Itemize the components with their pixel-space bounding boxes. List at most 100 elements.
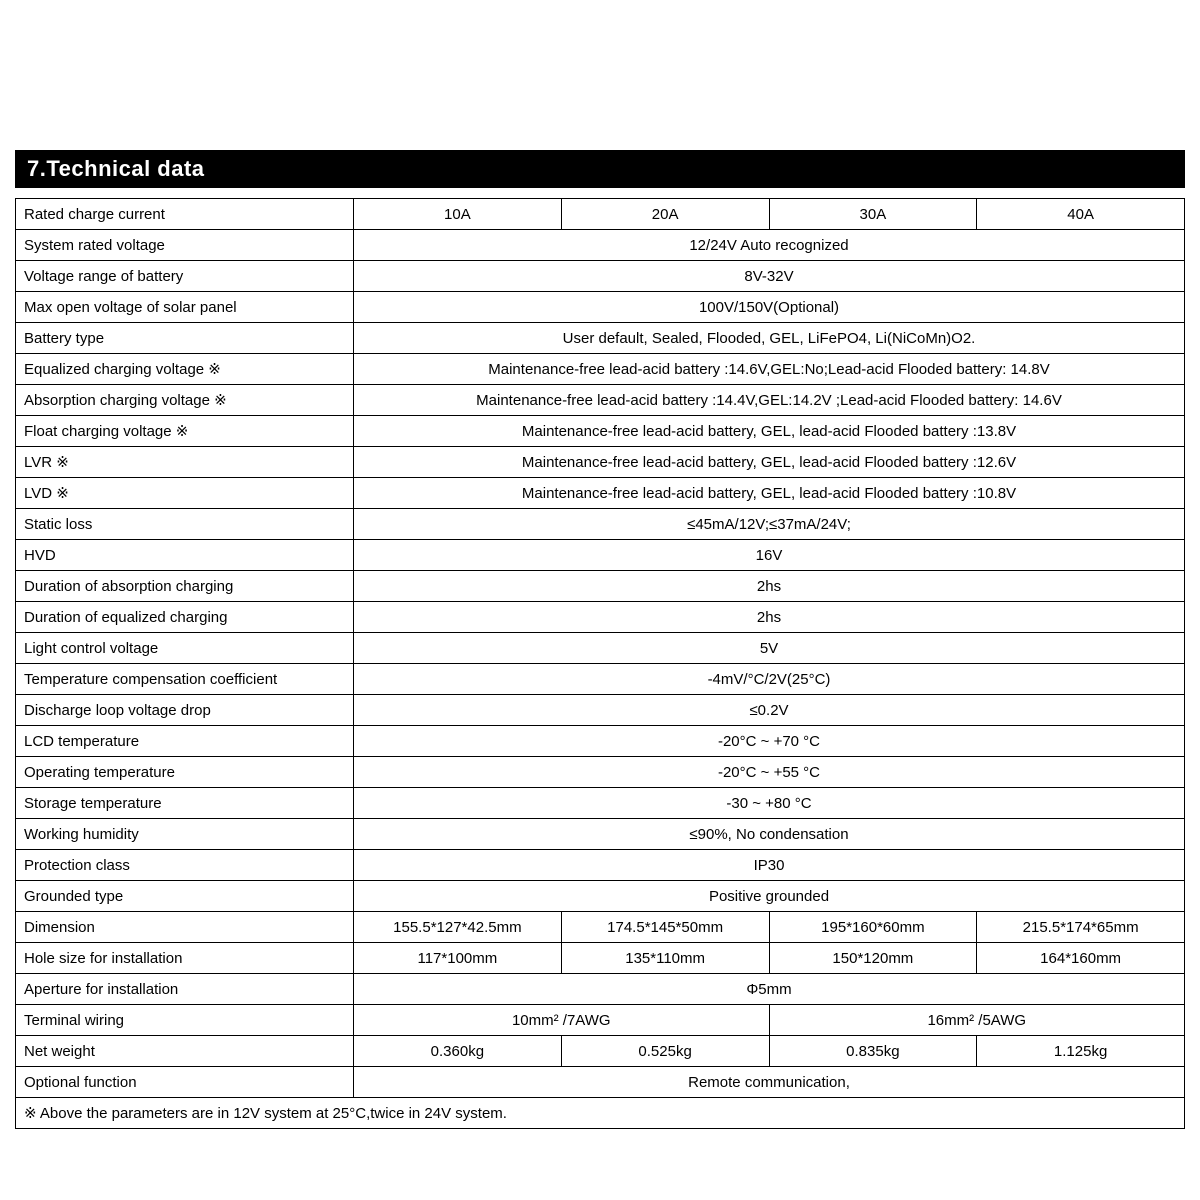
row-label: Light control voltage xyxy=(16,633,354,664)
row-value: 12/24V Auto recognized xyxy=(354,230,1185,261)
technical-data-table: Rated charge current10A20A30A40ASystem r… xyxy=(15,198,1185,1129)
row-label: Max open voltage of solar panel xyxy=(16,292,354,323)
row-label: Aperture for installation xyxy=(16,974,354,1005)
row-value: 10A xyxy=(354,199,562,230)
row-label: Equalized charging voltage ※ xyxy=(16,354,354,385)
table-row: Rated charge current10A20A30A40A xyxy=(16,199,1185,230)
row-label: Battery type xyxy=(16,323,354,354)
row-label: Dimension xyxy=(16,912,354,943)
row-value: 1.125kg xyxy=(977,1036,1185,1067)
table-row: HVD16V xyxy=(16,540,1185,571)
row-value: Maintenance-free lead-acid battery, GEL,… xyxy=(354,478,1185,509)
row-value: 16mm² /5AWG xyxy=(769,1005,1185,1036)
table-row: Working humidity≤90%, No condensation xyxy=(16,819,1185,850)
row-value: ≤0.2V xyxy=(354,695,1185,726)
table-row: Terminal wiring10mm² /7AWG16mm² /5AWG xyxy=(16,1005,1185,1036)
row-value: 100V/150V(Optional) xyxy=(354,292,1185,323)
table-row: Light control voltage5V xyxy=(16,633,1185,664)
row-label: Hole size for installation xyxy=(16,943,354,974)
row-value: ≤90%, No condensation xyxy=(354,819,1185,850)
table-row: Dimension155.5*127*42.5mm174.5*145*50mm1… xyxy=(16,912,1185,943)
table-row: Grounded typePositive grounded xyxy=(16,881,1185,912)
row-value: 16V xyxy=(354,540,1185,571)
table-row: Temperature compensation coefficient-4mV… xyxy=(16,664,1185,695)
table-row: Net weight0.360kg0.525kg0.835kg1.125kg xyxy=(16,1036,1185,1067)
table-row: Storage temperature-30 ~ +80 °C xyxy=(16,788,1185,819)
row-label: Operating temperature xyxy=(16,757,354,788)
row-value: 30A xyxy=(769,199,977,230)
table-row: Optional functionRemote communication, xyxy=(16,1067,1185,1098)
row-value: 215.5*174*65mm xyxy=(977,912,1185,943)
row-label: Terminal wiring xyxy=(16,1005,354,1036)
table-row: System rated voltage12/24V Auto recogniz… xyxy=(16,230,1185,261)
row-value: 164*160mm xyxy=(977,943,1185,974)
row-label: Float charging voltage ※ xyxy=(16,416,354,447)
table-row: LVR ※Maintenance-free lead-acid battery,… xyxy=(16,447,1185,478)
table-row: LVD ※Maintenance-free lead-acid battery,… xyxy=(16,478,1185,509)
row-label: Discharge loop voltage drop xyxy=(16,695,354,726)
row-value: 174.5*145*50mm xyxy=(561,912,769,943)
row-value: 195*160*60mm xyxy=(769,912,977,943)
row-label: Voltage range of battery xyxy=(16,261,354,292)
row-label: Duration of absorption charging xyxy=(16,571,354,602)
row-label: Rated charge current xyxy=(16,199,354,230)
row-value: 155.5*127*42.5mm xyxy=(354,912,562,943)
row-value: 5V xyxy=(354,633,1185,664)
table-row: Max open voltage of solar panel100V/150V… xyxy=(16,292,1185,323)
row-label: Absorption charging voltage ※ xyxy=(16,385,354,416)
row-label: Optional function xyxy=(16,1067,354,1098)
row-label: Temperature compensation coefficient xyxy=(16,664,354,695)
row-value: -4mV/°C/2V(25°C) xyxy=(354,664,1185,695)
row-value: 2hs xyxy=(354,602,1185,633)
row-label: LVR ※ xyxy=(16,447,354,478)
row-value: -30 ~ +80 °C xyxy=(354,788,1185,819)
row-label: Working humidity xyxy=(16,819,354,850)
row-value: Φ5mm xyxy=(354,974,1185,1005)
row-value: 135*110mm xyxy=(561,943,769,974)
row-value: Maintenance-free lead-acid battery :14.4… xyxy=(354,385,1185,416)
row-value: 0.360kg xyxy=(354,1036,562,1067)
row-value: 10mm² /7AWG xyxy=(354,1005,770,1036)
table-row: Discharge loop voltage drop≤0.2V xyxy=(16,695,1185,726)
row-label: Storage temperature xyxy=(16,788,354,819)
row-value: 0.525kg xyxy=(561,1036,769,1067)
table-row: Static loss≤45mA/12V;≤37mA/24V; xyxy=(16,509,1185,540)
row-value: 2hs xyxy=(354,571,1185,602)
table-row: Aperture for installationΦ5mm xyxy=(16,974,1185,1005)
table-row: Absorption charging voltage ※Maintenance… xyxy=(16,385,1185,416)
table-row: Duration of equalized charging2hs xyxy=(16,602,1185,633)
row-value: 0.835kg xyxy=(769,1036,977,1067)
row-value: Maintenance-free lead-acid battery :14.6… xyxy=(354,354,1185,385)
row-value: -20°C ~ +70 °C xyxy=(354,726,1185,757)
table-row: Battery typeUser default, Sealed, Floode… xyxy=(16,323,1185,354)
row-value: 40A xyxy=(977,199,1185,230)
row-value: Maintenance-free lead-acid battery, GEL,… xyxy=(354,447,1185,478)
section-header: 7.Technical data xyxy=(15,150,1185,188)
row-value: IP30 xyxy=(354,850,1185,881)
table-row: Operating temperature-20°C ~ +55 °C xyxy=(16,757,1185,788)
table-row: Protection classIP30 xyxy=(16,850,1185,881)
row-value: 8V-32V xyxy=(354,261,1185,292)
row-value: 150*120mm xyxy=(769,943,977,974)
row-value: -20°C ~ +55 °C xyxy=(354,757,1185,788)
row-value: 20A xyxy=(561,199,769,230)
row-value: Remote communication, xyxy=(354,1067,1185,1098)
row-label: LCD temperature xyxy=(16,726,354,757)
row-label: Duration of equalized charging xyxy=(16,602,354,633)
row-value: Positive grounded xyxy=(354,881,1185,912)
row-value: ≤45mA/12V;≤37mA/24V; xyxy=(354,509,1185,540)
row-label: Protection class xyxy=(16,850,354,881)
table-row: Equalized charging voltage ※Maintenance-… xyxy=(16,354,1185,385)
table-row: ※ Above the parameters are in 12V system… xyxy=(16,1098,1185,1129)
row-value: 117*100mm xyxy=(354,943,562,974)
row-value: Maintenance-free lead-acid battery, GEL,… xyxy=(354,416,1185,447)
row-label: Net weight xyxy=(16,1036,354,1067)
row-label: Static loss xyxy=(16,509,354,540)
footnote-cell: ※ Above the parameters are in 12V system… xyxy=(16,1098,1185,1129)
row-label: Grounded type xyxy=(16,881,354,912)
table-row: Hole size for installation117*100mm135*1… xyxy=(16,943,1185,974)
table-row: Float charging voltage ※Maintenance-free… xyxy=(16,416,1185,447)
row-label: System rated voltage xyxy=(16,230,354,261)
table-row: Duration of absorption charging2hs xyxy=(16,571,1185,602)
table-row: Voltage range of battery8V-32V xyxy=(16,261,1185,292)
